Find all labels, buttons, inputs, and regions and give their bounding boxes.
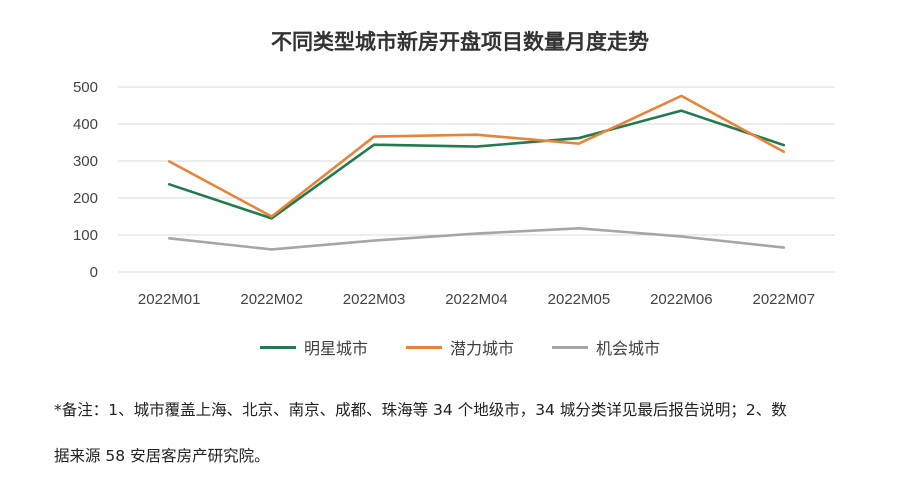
legend-label: 潜力城市	[449, 339, 514, 358]
series-line-1	[167, 94, 786, 218]
series-lines	[167, 94, 786, 251]
y-tick-label: 0	[90, 264, 98, 281]
x-tick-label: 2022M04	[445, 291, 508, 308]
y-tick-label: 400	[73, 116, 98, 133]
legend: 明星城市 潜力城市 机会城市	[0, 335, 920, 359]
x-tick-label: 2022M03	[343, 291, 406, 308]
x-tick-label: 2022M05	[548, 291, 611, 308]
x-axis-ticks: 2022M01 2022M02 2022M03 2022M04 2022M05 2022M…	[138, 291, 815, 308]
x-tick-label: 2022M01	[138, 291, 201, 308]
legend-swatch	[259, 345, 296, 349]
y-tick-label: 300	[73, 153, 98, 170]
legend-label: 机会城市	[596, 339, 661, 358]
x-tick-label: 2022M06	[650, 291, 713, 308]
footnote-line-1: *备注：1、城市覆盖上海、北京、南京、成都、珠海等 34 个地级市，34 城分类…	[54, 401, 787, 419]
chart-title: 不同类型城市新房开盘项目数量月度走势	[271, 30, 649, 54]
legend-item: 机会城市	[552, 335, 660, 359]
x-tick-label: 2022M02	[240, 291, 303, 308]
footnote-line-2: 据来源 58 安居客房产研究院。	[54, 447, 270, 465]
legend-item: 明星城市	[259, 335, 368, 359]
legend-label: 明星城市	[303, 339, 368, 358]
y-tick-label: 500	[73, 79, 98, 96]
y-tick-label: 100	[73, 227, 98, 244]
series-line-2	[167, 227, 786, 251]
x-tick-label: 2022M07	[753, 291, 816, 308]
y-tick-label: 200	[73, 190, 98, 207]
legend-swatch	[552, 345, 588, 349]
series-line-0	[167, 109, 786, 220]
legend-swatch	[405, 345, 442, 349]
y-axis-ticks: 0 100 200 300 400 500	[73, 79, 98, 281]
legend-item: 潜力城市	[405, 335, 514, 359]
